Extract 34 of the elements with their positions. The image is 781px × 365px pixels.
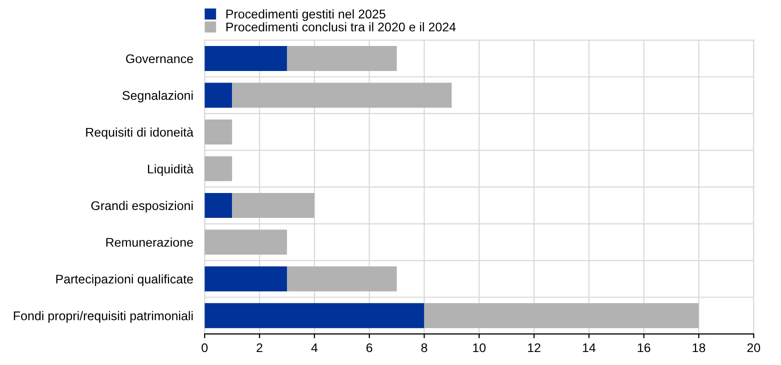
x-tick-label: 18	[692, 343, 706, 352]
x-tick-label: 20	[747, 343, 760, 352]
bar	[204, 119, 232, 144]
y-tick-label: Liquidità	[148, 164, 194, 176]
y-tick-label: Requisiti di idoneità	[86, 127, 194, 140]
x-tick-label: 14	[582, 343, 596, 352]
bar	[424, 303, 699, 328]
legend-label: Procedimenti conclusi tra il 2020 e il 2024	[226, 22, 456, 32]
x-tick-label: 2	[256, 343, 262, 352]
bar	[204, 82, 232, 108]
bar	[204, 266, 287, 292]
bar	[204, 303, 424, 328]
bar	[204, 230, 287, 255]
bar	[232, 192, 314, 218]
bar	[286, 266, 397, 292]
y-tick-label: Governance	[126, 54, 193, 64]
x-tick-label: 6	[366, 343, 372, 352]
x-tick-label: 0	[202, 343, 208, 352]
y-tick-label: Fondi propri/requisiti patrimoniali	[14, 311, 193, 323]
x-tick-label: 10	[473, 343, 486, 352]
bar	[204, 46, 287, 71]
x-tick-label: 12	[528, 343, 540, 352]
x-tick-label: 8	[421, 343, 428, 352]
bar	[204, 156, 232, 182]
y-tick-label: Remunerazione	[106, 238, 193, 247]
bar	[232, 82, 452, 108]
x-tick-label: 4	[311, 343, 318, 352]
bar	[286, 46, 397, 71]
y-tick-label: Segnalazioni	[122, 90, 193, 102]
x-tick-label: 16	[638, 343, 650, 352]
legend-label: Procedimenti gestiti nel 2025	[226, 9, 386, 21]
bar	[204, 192, 232, 218]
y-tick-label: Partecipazioni qualificate	[56, 274, 193, 286]
y-tick-label: Grandi esposizioni	[91, 200, 193, 213]
